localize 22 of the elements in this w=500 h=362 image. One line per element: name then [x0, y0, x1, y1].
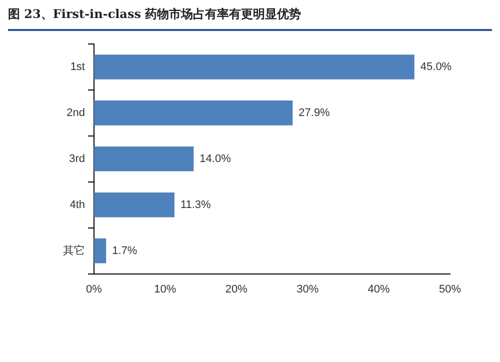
y-tick-label: 其它: [63, 244, 85, 257]
x-tick-label: 0%: [86, 283, 102, 296]
y-tick-label: 2nd: [66, 106, 85, 119]
x-tick-label: 40%: [368, 283, 390, 296]
bar: [94, 238, 106, 264]
data-label: 27.9%: [298, 106, 330, 119]
data-label: 14.0%: [200, 152, 232, 165]
y-tick-label: 4th: [70, 198, 85, 211]
x-tick-label: 10%: [154, 283, 176, 296]
bar: [94, 100, 293, 126]
x-tick-label: 50%: [438, 283, 462, 296]
data-label: 45.0%: [420, 61, 452, 74]
x-tick-label: 30%: [296, 283, 319, 296]
x-tick-label: 20%: [225, 283, 248, 296]
bar: [94, 146, 194, 172]
y-tick-label: 3rd: [69, 152, 85, 165]
data-label: 11.3%: [180, 198, 212, 211]
data-label: 1.7%: [112, 244, 138, 257]
bar: [94, 54, 414, 80]
bar: [94, 192, 174, 218]
chart-title: 图 23、First-in-class 药物市场占有率有更明显优势: [8, 6, 492, 31]
y-tick-label: 1st: [70, 61, 85, 74]
